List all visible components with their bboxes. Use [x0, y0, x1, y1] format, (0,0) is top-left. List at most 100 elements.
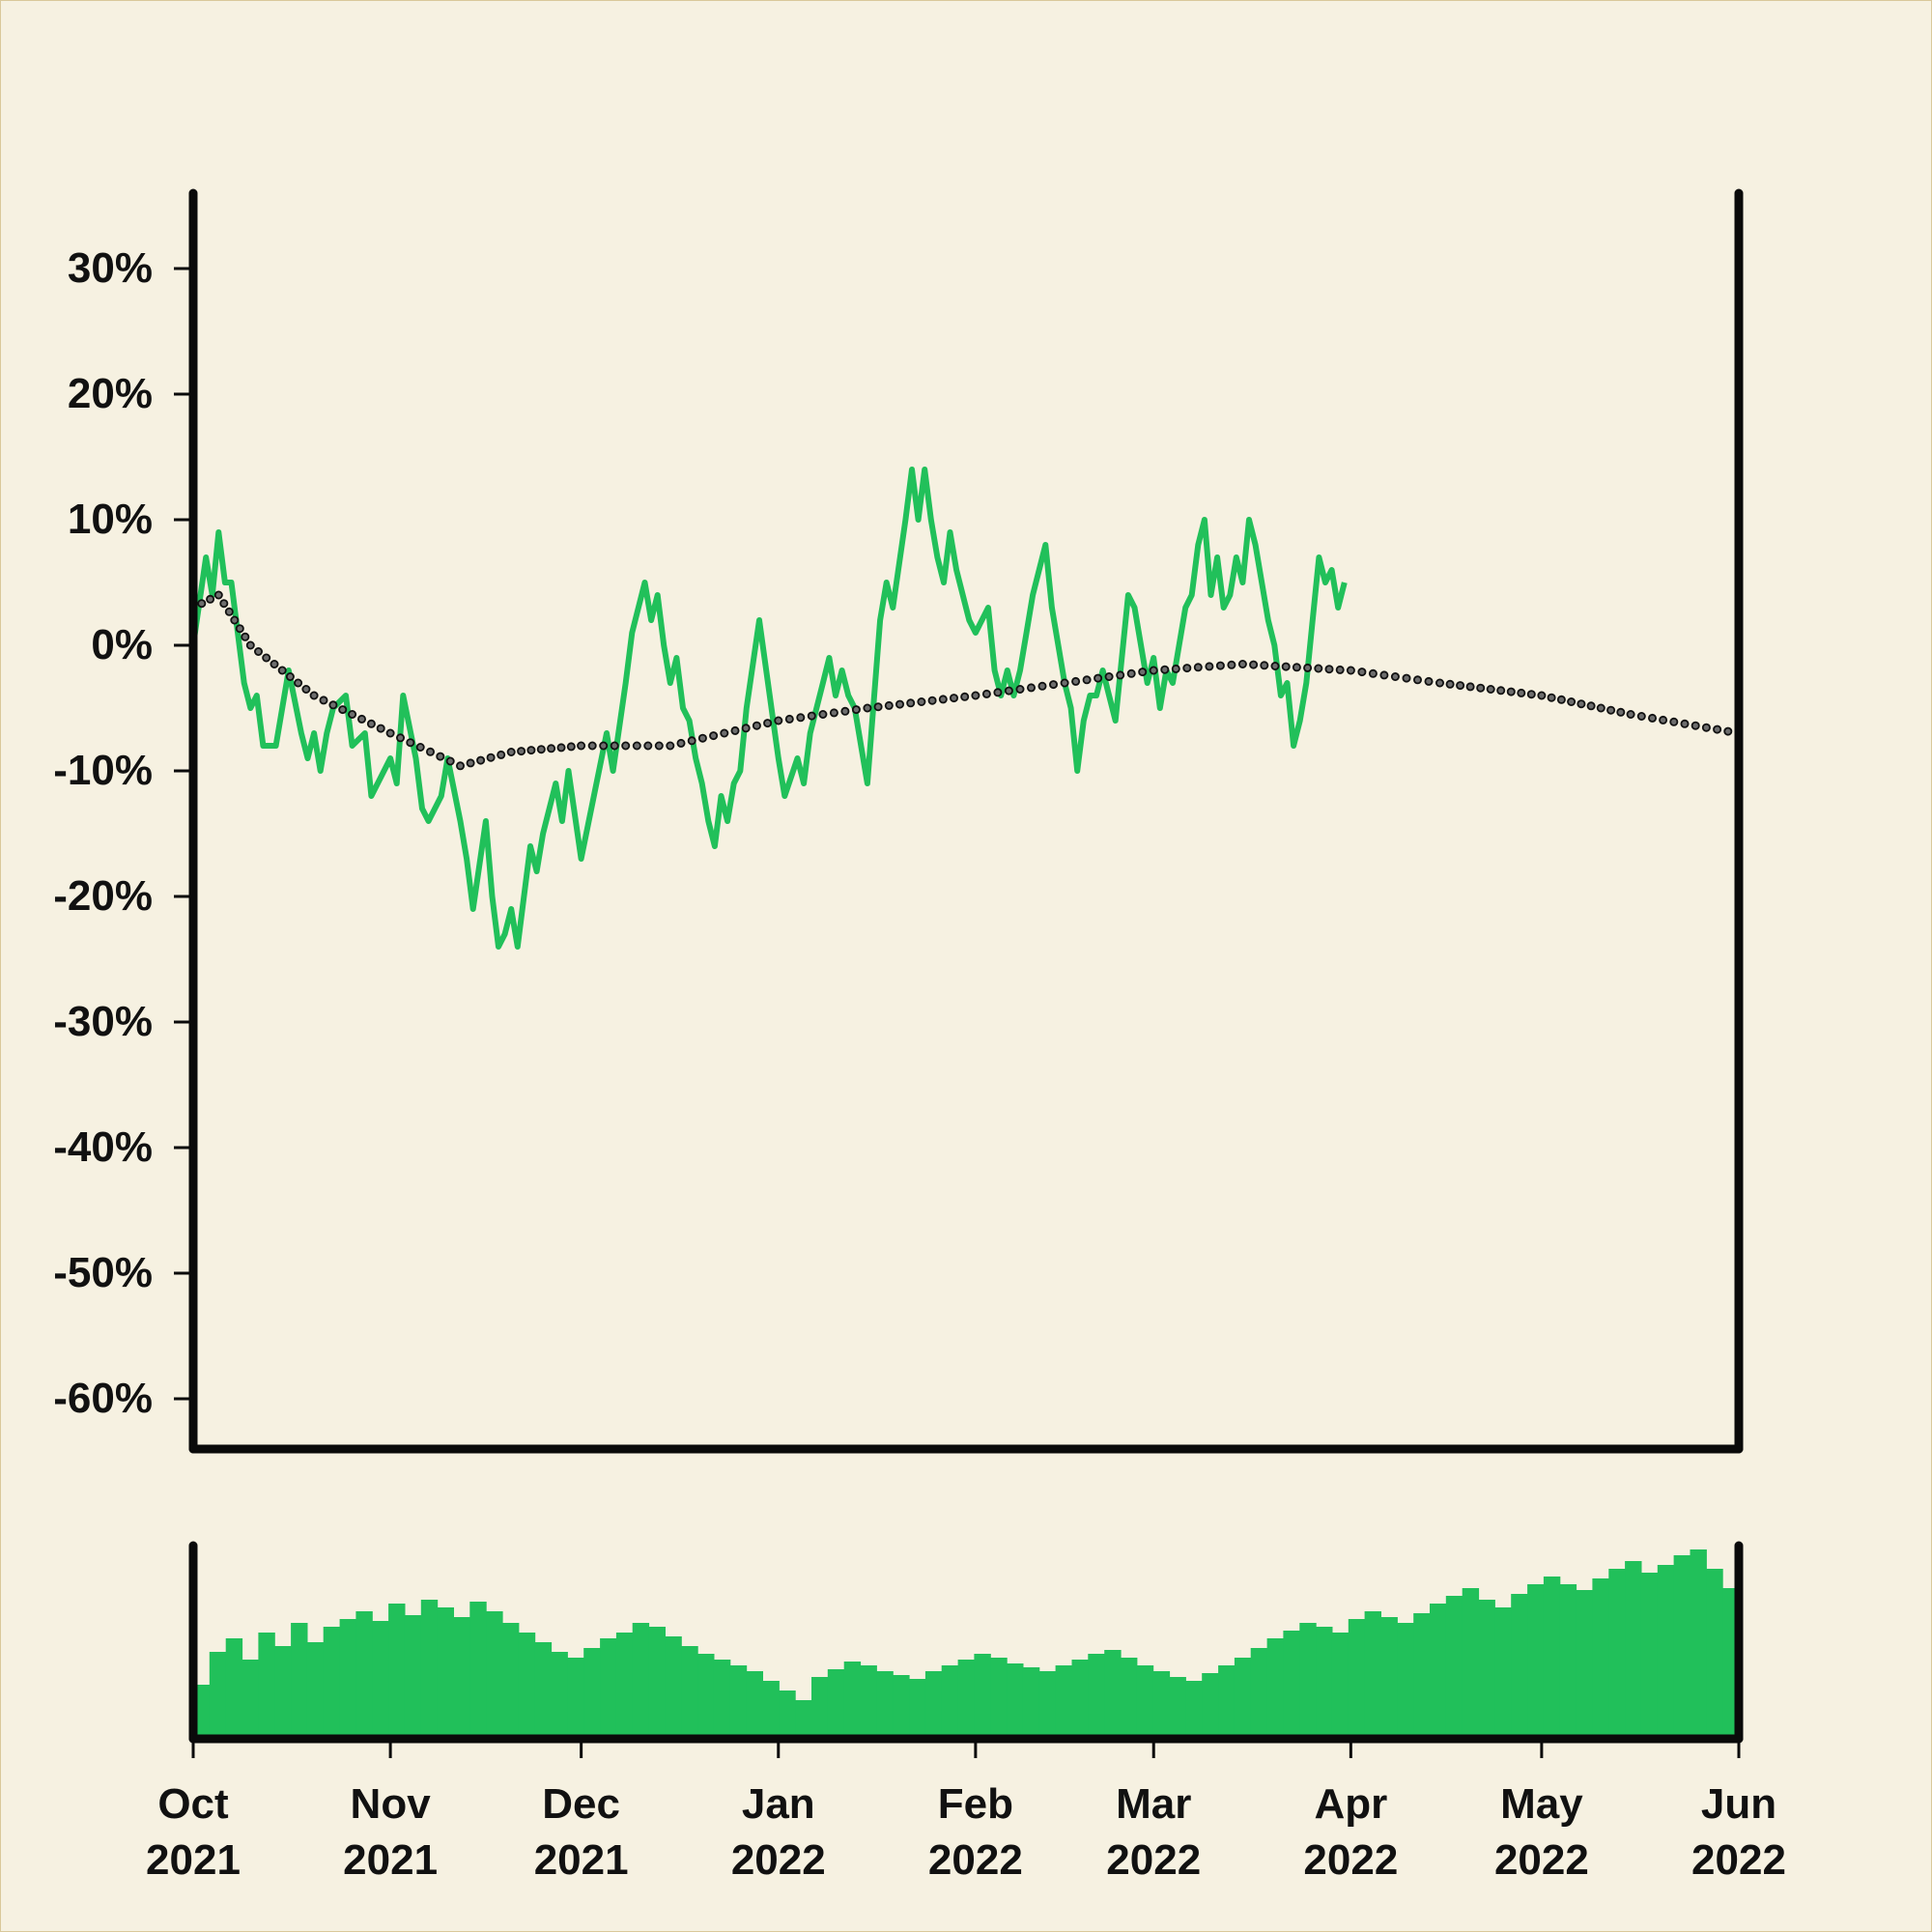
volume-bar [453, 1617, 470, 1739]
trend-dot [301, 685, 311, 695]
trend-dot [666, 741, 675, 751]
volume-bar [1625, 1561, 1642, 1739]
trend-dot [277, 666, 287, 675]
volume-bar [306, 1642, 325, 1739]
volume-bar [1185, 1681, 1203, 1739]
volume-bar [893, 1675, 910, 1739]
volume-bar [469, 1602, 487, 1739]
trend-dot [1357, 668, 1367, 677]
trend-dot [1556, 695, 1566, 704]
volume-bar [1088, 1654, 1105, 1739]
y-tick-label: 20% [68, 370, 153, 417]
trend-dot [385, 728, 395, 738]
trend-dot [1435, 678, 1445, 688]
trend-dot [319, 696, 328, 705]
trend-dot [356, 714, 366, 724]
trend-dot [654, 741, 664, 751]
volume-plot-area [188, 1541, 1744, 1744]
trend-dot [1413, 675, 1423, 685]
trend-dot [851, 705, 861, 715]
volume-bar [1152, 1671, 1171, 1739]
volume-bar [1430, 1604, 1447, 1739]
volume-bar [551, 1652, 568, 1739]
trend-dot [993, 688, 1003, 697]
volume-bar [1657, 1565, 1675, 1739]
trend-dot [1547, 693, 1556, 702]
trend-dot [1249, 660, 1259, 669]
volume-bar [486, 1611, 503, 1739]
trend-dot [873, 702, 883, 712]
x-tick-label-month: Mar [1116, 1780, 1191, 1828]
y-tick-label: 0% [91, 621, 153, 668]
volume-bar [697, 1654, 715, 1739]
trend-dot [1701, 723, 1711, 732]
trend-dot [1292, 663, 1301, 672]
trend-dot [1015, 685, 1025, 695]
trend-dot [1082, 675, 1092, 685]
y-tick-label: -60% [53, 1375, 153, 1422]
x-tick-label-year: 2022 [1106, 1836, 1201, 1884]
trend-dot [1648, 713, 1658, 723]
trend-dot [1281, 662, 1291, 671]
trend-dot [1182, 664, 1192, 673]
x-tick-label-year: 2022 [731, 1836, 826, 1884]
volume-bar [518, 1633, 536, 1739]
volume-bar [404, 1615, 422, 1739]
x-tick-label-month: Dec [542, 1780, 620, 1828]
volume-bar [1397, 1623, 1414, 1739]
trend-dot [971, 691, 980, 700]
trend-dot [506, 748, 516, 757]
volume-bar [860, 1665, 877, 1739]
volume-bar [437, 1607, 454, 1739]
trend-dot [253, 647, 263, 657]
x-tick-label-month: Oct [157, 1780, 229, 1828]
trend-dot [241, 632, 250, 641]
trend-dot [1324, 665, 1334, 674]
trend-dot [1368, 668, 1378, 678]
volume-bar [1104, 1650, 1122, 1739]
trend-dot [950, 694, 959, 703]
trend-dot [285, 672, 295, 682]
trend-dot [1586, 701, 1596, 711]
trend-dot [1335, 665, 1345, 674]
trend-dot [720, 728, 729, 738]
trend-dots [188, 590, 1733, 771]
trend-dot [863, 703, 872, 713]
volume-bar [876, 1671, 894, 1739]
volume-bar [1250, 1648, 1268, 1739]
volume-bar [909, 1679, 926, 1739]
trend-dot [294, 678, 303, 688]
trend-dot [1094, 673, 1103, 683]
x-tick-label-year: 2021 [146, 1836, 241, 1884]
trend-dot [1517, 688, 1526, 697]
trend-dot [895, 699, 905, 709]
trend-dot [927, 696, 937, 705]
trend-dot [1496, 686, 1506, 696]
trend-dot [1526, 690, 1536, 699]
trend-dot [599, 741, 609, 751]
x-tick-label-month: Jun [1701, 1780, 1776, 1828]
volume-bar [1038, 1671, 1057, 1739]
volume-bar [1316, 1627, 1333, 1739]
volume-bar [615, 1633, 634, 1739]
trend-dot [784, 714, 794, 724]
x-tick-label-month: May [1500, 1780, 1583, 1828]
trend-dot [1445, 679, 1455, 689]
volume-bar [1266, 1638, 1284, 1739]
trend-dot [197, 599, 207, 609]
volume-bar [1218, 1665, 1236, 1739]
trend-dot [610, 741, 619, 751]
volume-bar [323, 1627, 341, 1739]
y-tick-label: -20% [53, 872, 153, 920]
volume-bar [567, 1658, 584, 1739]
trend-dot [1205, 662, 1214, 671]
trend-dot [730, 725, 740, 735]
trend-dot [752, 721, 761, 730]
trend-dot [1049, 680, 1059, 690]
trend-dot [1506, 687, 1516, 696]
trend-dot [1027, 683, 1037, 693]
trend-dot [1486, 685, 1495, 695]
volume-bar [1299, 1623, 1317, 1739]
volume-bar [1413, 1613, 1431, 1739]
trend-dot [235, 624, 244, 634]
